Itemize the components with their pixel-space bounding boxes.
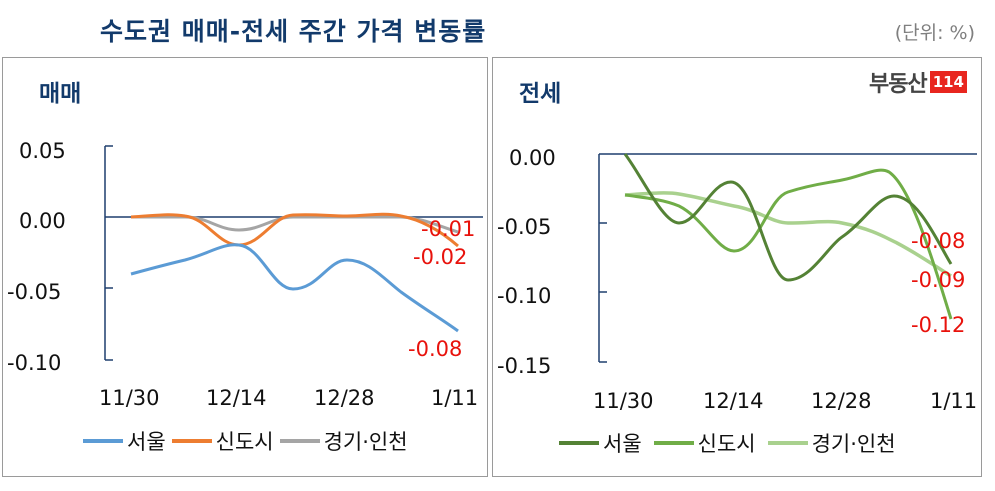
jeonse-line-chart: 0.00 -0.05 -0.10 -0.15 -0.08 -0.09 -0.12… (497, 146, 977, 413)
legend-label: 신도시 (697, 432, 756, 456)
legend-swatch-icon (171, 439, 212, 443)
sale-line-chart: 0.05 0.00 -0.05 -0.10 -0.01 -0.02 -0.08 … (7, 139, 483, 410)
series-line-seoul (623, 153, 953, 282)
logo-badge: 114 (929, 71, 967, 93)
legend-label: 서울 (127, 430, 166, 454)
sale-chart-title: 매매 (39, 81, 82, 107)
y-tick: -0.10 (497, 284, 551, 308)
x-tick: 1/11 (930, 389, 977, 413)
jeonse-legend: 서울 신도시 경기·인천 (559, 428, 902, 458)
legend-label: 신도시 (215, 430, 274, 454)
end-label-newtown: -0.02 (413, 245, 467, 269)
legend-item-newtown: 신도시 (653, 428, 756, 458)
legend-item-seoul: 서울 (83, 426, 166, 456)
x-tick: 12/28 (811, 389, 872, 413)
legend-swatch-icon (83, 439, 123, 443)
y-tick: -0.15 (497, 354, 551, 378)
sale-chart-panel: 매매 0.05 0.00 -0.05 -0.10 -0.01 -0.02 -0.… (2, 57, 488, 477)
legend-swatch-icon (767, 441, 808, 445)
end-label-seoul: -0.08 (408, 337, 462, 361)
legend-item-newtown: 신도시 (171, 426, 274, 456)
legend-label: 경기·인천 (323, 430, 408, 454)
legend-item-seoul: 서울 (559, 428, 642, 458)
legend-swatch-icon (559, 441, 599, 445)
y-tick: -0.05 (7, 280, 61, 304)
sale-legend: 서울 신도시 경기·인천 (83, 426, 414, 456)
jeonse-chart-panel: 전세 부동산 114 0.00 -0.05 -0.10 -0.15 -0.08 … (492, 57, 982, 477)
end-label-seoul: -0.08 (911, 229, 965, 253)
end-label-newtown: -0.12 (911, 313, 965, 337)
x-tick: 12/28 (314, 386, 375, 410)
logo-text: 부동산 (868, 72, 928, 97)
series-line-newtown (624, 168, 953, 320)
y-tick: -0.05 (497, 215, 551, 239)
legend-swatch-icon (653, 441, 694, 445)
legend-item-gyeonggi: 경기·인천 (279, 426, 408, 456)
x-tick: 11/30 (593, 389, 654, 413)
y-axis (598, 153, 977, 363)
legend-swatch-icon (279, 439, 320, 443)
legend-label: 서울 (603, 432, 642, 456)
series-line-newtown (130, 212, 459, 248)
legend-item-gyeonggi: 경기·인천 (767, 428, 896, 458)
y-tick: -0.10 (7, 351, 61, 375)
x-tick: 11/30 (99, 386, 160, 410)
series-line-gyeonggi (624, 191, 952, 278)
y-tick: 0.05 (19, 139, 66, 163)
end-label-gyeonggi: -0.09 (911, 268, 965, 292)
end-label-gyeonggi: -0.01 (421, 217, 475, 241)
unit-label: (단위: %) (894, 22, 975, 44)
series-line-seoul (130, 243, 459, 333)
y-tick: 0.00 (19, 209, 66, 233)
x-tick: 12/14 (206, 386, 267, 410)
legend-label: 경기·인천 (811, 432, 896, 456)
x-tick: 1/11 (431, 386, 478, 410)
y-tick: 0.00 (509, 146, 556, 170)
page-title: 수도권 매매-전세 주간 가격 변동률 (100, 17, 487, 46)
jeonse-chart-title: 전세 (519, 81, 562, 107)
x-tick: 12/14 (703, 389, 764, 413)
brand-logo: 부동산 114 (869, 66, 967, 98)
